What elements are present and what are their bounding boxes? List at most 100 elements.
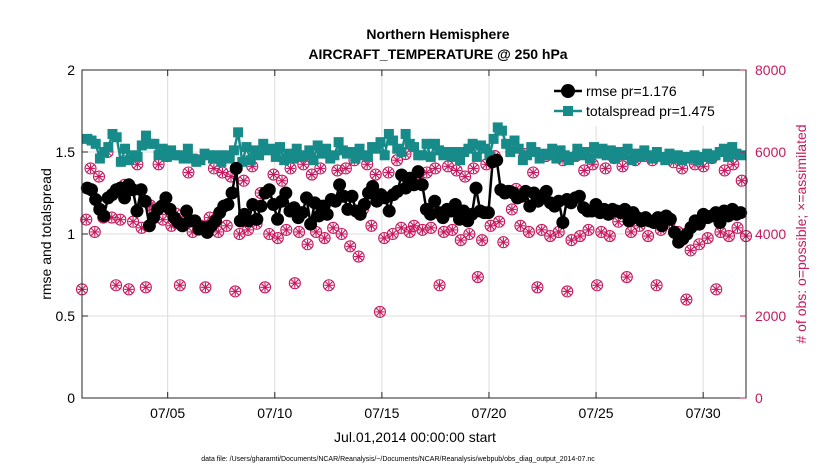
totalspread-point [421, 138, 432, 149]
x-tick-label: 07/30 [686, 405, 721, 421]
totalspread-point [111, 132, 122, 143]
obs-possible-circle [429, 162, 442, 175]
totalspread-point [388, 135, 399, 146]
obs-count-point [122, 283, 135, 296]
y-tick-label: 1 [67, 226, 75, 242]
y2-tick-label: 4000 [755, 226, 786, 242]
obs-possible-circle [582, 223, 595, 236]
totalspread-point [245, 155, 256, 166]
rmse-point [469, 181, 483, 195]
obs-possible-circle [139, 281, 152, 294]
obs-count-point [467, 162, 480, 175]
rmse-point [304, 217, 318, 231]
y2-tick-label: 6000 [755, 144, 786, 160]
obs-possible-circle [722, 230, 736, 243]
totalspread-point [157, 143, 168, 154]
totalspread-point [287, 153, 298, 164]
obs-possible-circle [88, 225, 101, 238]
obs-count-point [301, 238, 314, 251]
obs-count-point [114, 213, 127, 226]
rmse-point [225, 186, 239, 200]
totalspread-point [718, 143, 729, 154]
obs-count-point [676, 162, 689, 175]
y2-tick-label: 2000 [755, 308, 786, 324]
obs-possible-circle [650, 279, 663, 292]
totalspread-point [375, 137, 386, 148]
obs-possible-circle [220, 219, 233, 232]
totalspread-point [647, 153, 658, 164]
totalspread-point [610, 153, 621, 164]
obs-possible-circle [603, 230, 616, 243]
obs-count-point [514, 219, 527, 232]
totalspread-point [132, 151, 143, 162]
obs-count-point [599, 162, 612, 175]
rmse-point [118, 191, 132, 205]
obs-count-point [365, 219, 378, 232]
obs-count-point [314, 162, 327, 175]
y-tick-label: 0.5 [56, 308, 76, 324]
obs-count-point [446, 223, 459, 236]
obs-count-series [75, 145, 753, 318]
totalspread-point [450, 147, 461, 157]
totalspread-point [115, 156, 126, 167]
totalspread-point [279, 155, 290, 166]
totalspread-point [182, 143, 193, 154]
totalspread-point [153, 150, 164, 161]
totalspread-point [626, 155, 637, 166]
rmse-point [271, 212, 285, 226]
totalspread-point [321, 143, 332, 154]
obs-count-point [369, 168, 382, 181]
obs-count-point [344, 240, 357, 253]
obs-possible-circle [693, 238, 706, 251]
totalspread-point [488, 133, 499, 144]
obs-count-point [276, 174, 289, 187]
obs-count-point [318, 232, 331, 245]
obs-possible-circle [599, 162, 612, 175]
obs-possible-circle [531, 281, 544, 294]
obs-possible-circle [467, 162, 480, 175]
legend: rmse pr=1.176 totalspread pr=1.475 [549, 78, 739, 126]
obs-count-point [139, 281, 152, 294]
totalspread-point [597, 143, 608, 154]
rmse-point [353, 207, 367, 221]
legend-totalspread-marker [563, 106, 573, 116]
totalspread-point [723, 151, 734, 162]
rmse-point [320, 207, 334, 221]
obs-possible-circle [293, 225, 306, 238]
obs-count-point [293, 225, 306, 238]
data-file-footnote: data file: /Users/gharamti/Documents/NCA… [201, 456, 595, 463]
obs-count-point [505, 203, 518, 216]
obs-count-point [544, 230, 557, 243]
obs-possible-circle [616, 160, 629, 173]
y-tick-label: 0 [67, 390, 75, 406]
rmse-point [333, 178, 347, 192]
rmse-point [89, 193, 103, 207]
obs-possible-circle [373, 305, 386, 318]
totalspread-point [233, 127, 244, 138]
totalspread-point [660, 155, 671, 166]
totalspread-point [580, 147, 591, 157]
obs-possible-circle [424, 221, 438, 234]
obs-possible-circle [322, 279, 335, 292]
totalspread-point [266, 143, 277, 154]
rmse-point [180, 204, 194, 218]
obs-count-point [561, 285, 574, 298]
obs-count-point [271, 232, 284, 245]
totalspread-point [425, 151, 436, 162]
totalspread-point [291, 143, 302, 154]
totalspread-point [103, 142, 114, 153]
rmse-point [481, 206, 495, 220]
obs-possible-circle [280, 223, 293, 236]
obs-count-point [727, 158, 740, 171]
obs-count-point [476, 234, 489, 247]
obs-count-point [620, 270, 633, 284]
obs-count-point [156, 213, 169, 226]
legend-box [549, 78, 739, 126]
obs-possible-circle [731, 221, 744, 234]
totalspread-point [396, 147, 407, 157]
totalspread-point [484, 150, 495, 161]
rmse-point [366, 179, 380, 193]
totalspread-point [371, 143, 382, 154]
obs-possible-circle [301, 238, 314, 251]
obs-count-point [433, 279, 446, 292]
